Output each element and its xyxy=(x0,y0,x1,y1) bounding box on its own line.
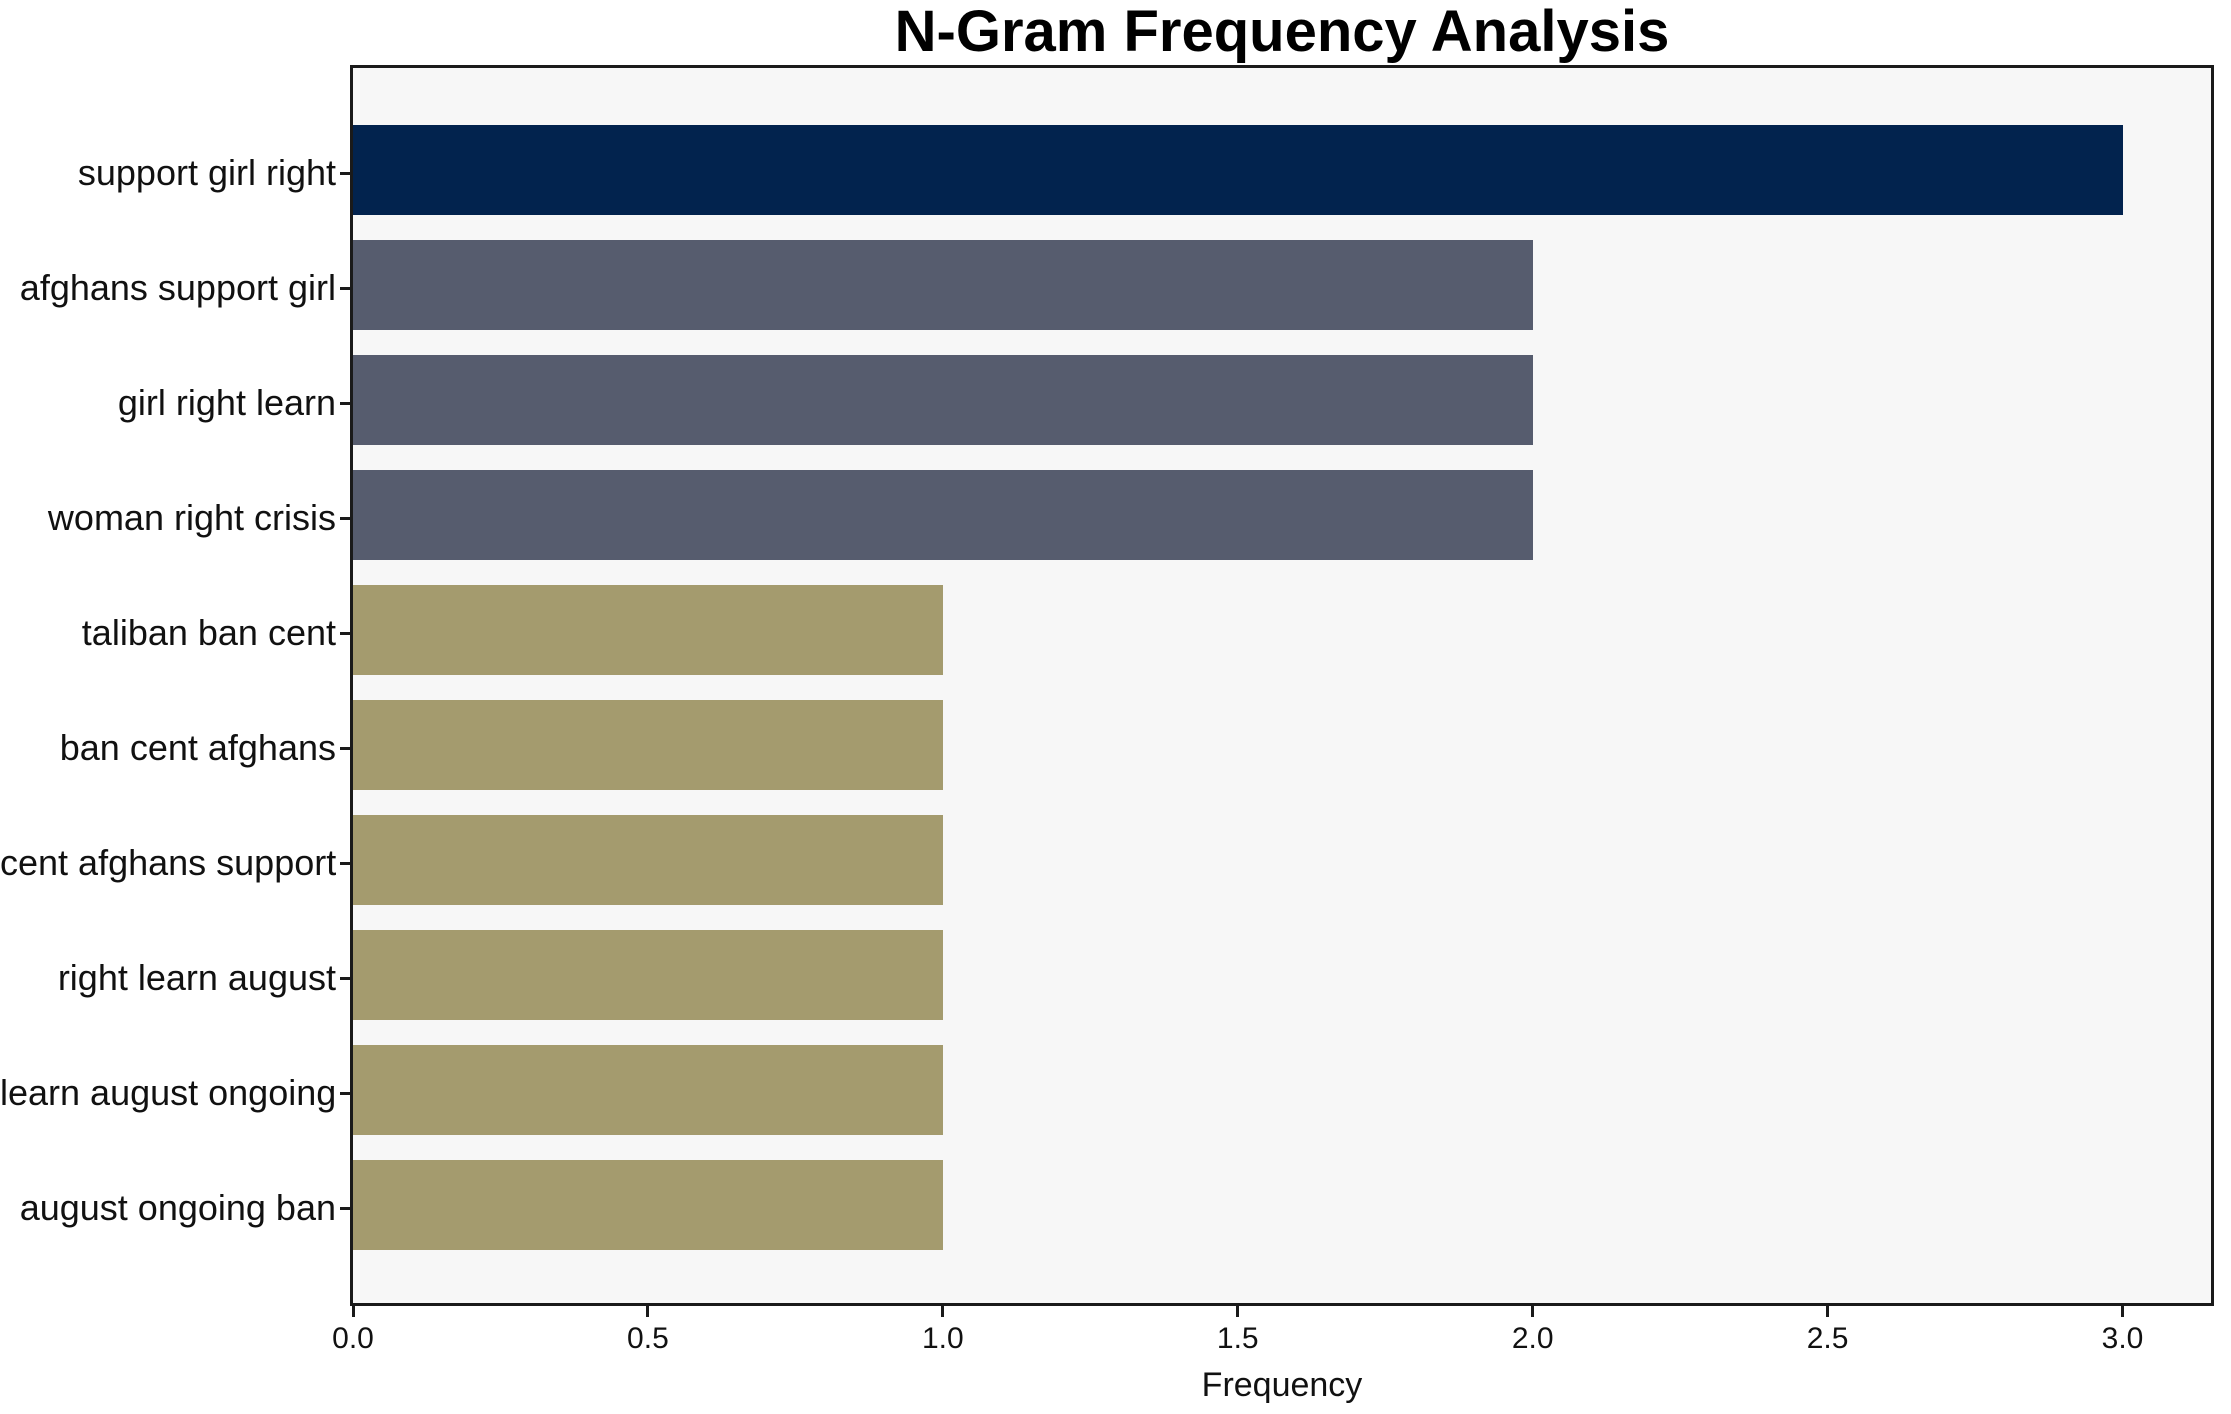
bar-august-ongoing-ban xyxy=(353,1160,943,1250)
y-tick-label: cent afghans support xyxy=(0,842,337,883)
x-tick-mark xyxy=(1826,1304,1830,1317)
bar-woman-right-crisis xyxy=(353,470,1533,560)
y-tick-label: taliban ban cent xyxy=(81,612,336,653)
x-tick-label: 2.0 xyxy=(1511,1322,1554,1355)
y-tick-label: girl right learn xyxy=(117,382,336,423)
x-tick-label: 1.0 xyxy=(921,1322,964,1355)
bar-support-girl-right xyxy=(353,125,2123,215)
x-tick-label: 0.5 xyxy=(627,1322,669,1355)
bar-girl-right-learn xyxy=(353,355,1533,445)
x-tick-mark xyxy=(1236,1304,1240,1317)
y-tick-mark xyxy=(340,976,353,980)
y-tick-label: learn august ongoing xyxy=(0,1072,337,1113)
y-tick-label: august ongoing ban xyxy=(19,1187,336,1228)
y-tick-mark xyxy=(340,286,353,290)
y-tick-mark xyxy=(340,171,353,175)
x-tick-mark xyxy=(2121,1304,2125,1317)
y-tick-label: ban cent afghans xyxy=(59,727,336,768)
y-tick-label: woman right crisis xyxy=(47,497,336,538)
x-tick-mark xyxy=(646,1304,650,1317)
x-tick-label: 1.5 xyxy=(1216,1322,1259,1355)
y-tick-mark xyxy=(340,631,353,635)
bar-ban-cent-afghans xyxy=(353,700,943,790)
y-tick-label: right learn august xyxy=(57,957,336,998)
y-tick-mark xyxy=(340,861,353,865)
plot-area xyxy=(350,65,2214,1306)
x-tick-mark xyxy=(941,1304,945,1317)
y-tick-mark xyxy=(340,516,353,520)
x-tick-label: 3.0 xyxy=(2101,1322,2144,1355)
x-axis-label: Frequency xyxy=(1201,1366,1363,1404)
bar-cent-afghans-support xyxy=(353,815,943,905)
y-tick-mark xyxy=(340,1206,353,1210)
bar-right-learn-august xyxy=(353,930,943,1020)
y-tick-mark xyxy=(340,746,353,750)
x-tick-mark xyxy=(351,1304,355,1317)
y-tick-label: afghans support girl xyxy=(19,267,336,308)
bar-afghans-support-girl xyxy=(353,240,1533,330)
bar-learn-august-ongoing xyxy=(353,1045,943,1135)
y-tick-mark xyxy=(340,401,353,405)
y-tick-label: support girl right xyxy=(77,152,336,193)
y-tick-mark xyxy=(340,1091,353,1095)
x-tick-label: 2.5 xyxy=(1806,1322,1849,1355)
chart-title: N-Gram Frequency Analysis xyxy=(894,0,1670,64)
x-tick-label: 0.0 xyxy=(332,1322,374,1355)
x-tick-mark xyxy=(1531,1304,1535,1317)
bar-taliban-ban-cent xyxy=(353,585,943,675)
